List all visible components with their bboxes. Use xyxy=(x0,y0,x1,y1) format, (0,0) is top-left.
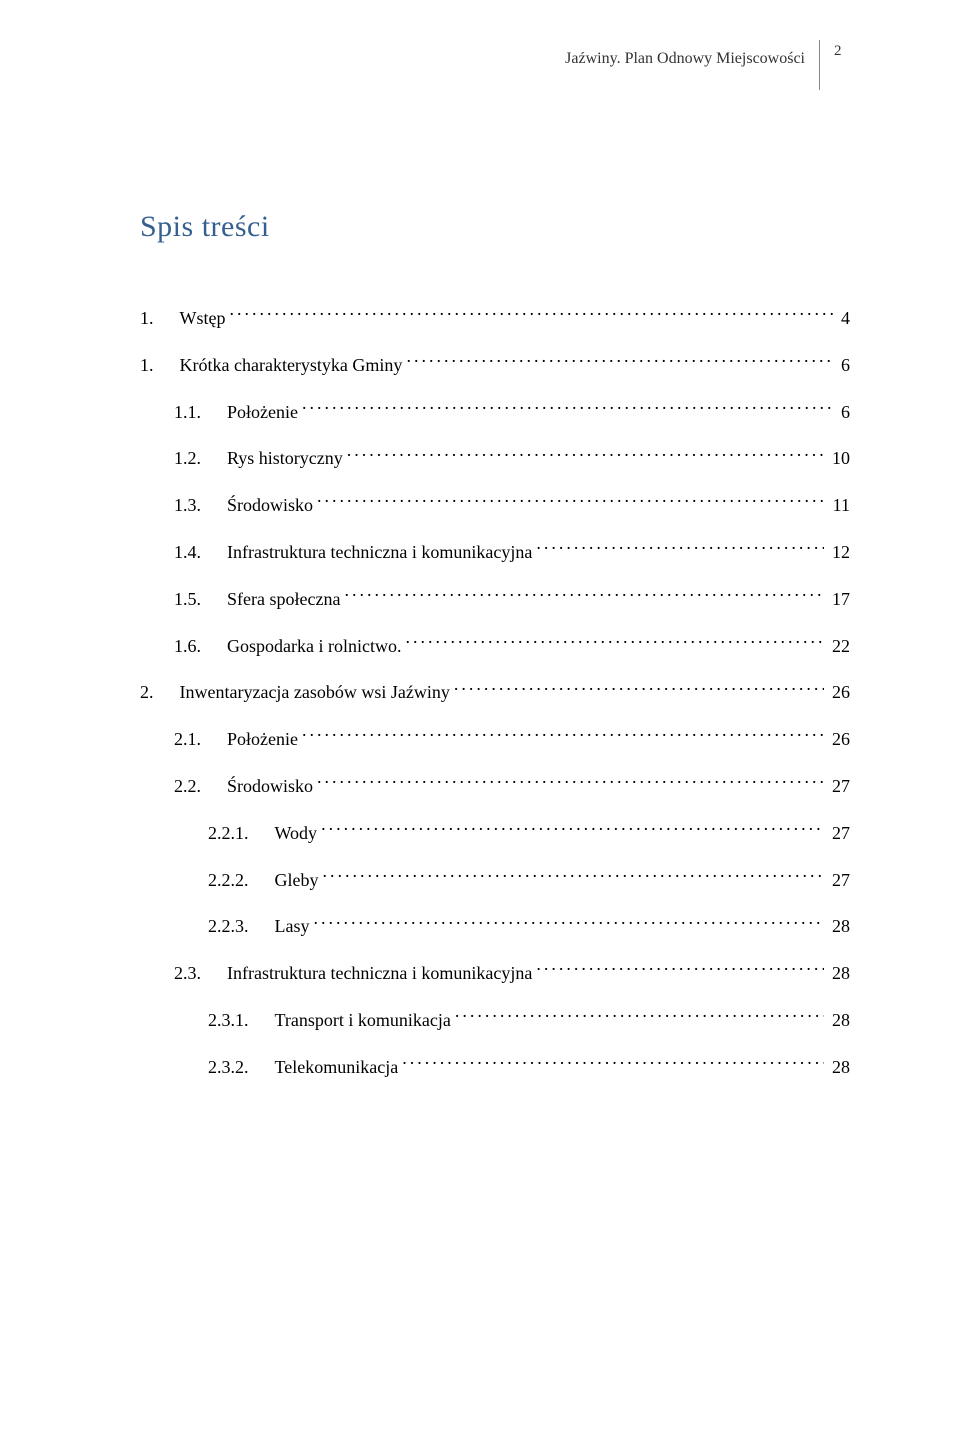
toc-entry-number: 1.6. xyxy=(174,632,201,661)
toc-entry: 1.2. Rys historyczny 10 xyxy=(140,444,850,473)
toc-dot-leader xyxy=(536,538,824,558)
toc-entry-page: 26 xyxy=(828,678,850,707)
toc-dot-leader xyxy=(323,866,825,886)
toc-entry-text: Wody xyxy=(275,819,318,848)
toc-entry-page: 11 xyxy=(829,491,850,520)
toc-entry-text: Położenie xyxy=(227,725,298,754)
toc-title: Spis treści xyxy=(140,210,850,244)
toc-dot-leader xyxy=(302,398,833,418)
toc-entry: 2.2.3. Lasy 28 xyxy=(140,912,850,941)
toc-entry: 2.2. Środowisko 27 xyxy=(140,772,850,801)
table-of-contents: 1.Wstęp41.Krótka charakterystyka Gminy61… xyxy=(140,304,850,1082)
toc-entry-text: Gleby xyxy=(275,866,319,895)
toc-entry-number: 1.3. xyxy=(174,491,201,520)
toc-dot-leader xyxy=(405,632,824,652)
toc-entry-number: 1. xyxy=(140,351,154,380)
toc-entry-page: 27 xyxy=(828,772,850,801)
toc-dot-leader xyxy=(536,959,824,979)
toc-entry: 1. Wstęp 4 xyxy=(140,304,850,333)
toc-dot-leader xyxy=(402,1053,824,1073)
toc-entry-number: 1.5. xyxy=(174,585,201,614)
header-divider xyxy=(819,40,820,90)
toc-entry-page: 22 xyxy=(828,632,850,661)
toc-entry-page: 28 xyxy=(828,912,850,941)
toc-entry: 1.6. Gospodarka i rolnictwo. 22 xyxy=(140,632,850,661)
toc-entry-text: Położenie xyxy=(227,398,298,427)
toc-entry-text: Transport i komunikacja xyxy=(275,1006,451,1035)
toc-entry: 2.2.2. Gleby 27 xyxy=(140,866,850,895)
toc-dot-leader xyxy=(229,304,833,324)
toc-entry: 2. Inwentaryzacja zasobów wsi Jaźwiny 26 xyxy=(140,678,850,707)
toc-dot-leader xyxy=(302,725,824,745)
toc-dot-leader xyxy=(454,679,824,699)
toc-entry-page: 10 xyxy=(828,444,850,473)
toc-entry-text: Infrastruktura techniczna i komunikacyjn… xyxy=(227,538,532,567)
toc-entry-number: 2.1. xyxy=(174,725,201,754)
toc-entry-number: 2. xyxy=(140,678,154,707)
toc-entry: 2.3. Infrastruktura techniczna i komunika… xyxy=(140,959,850,988)
running-title: Jaźwiny. Plan Odnowy Miejscowości xyxy=(565,40,819,90)
toc-entry: 1.4. Infrastruktura techniczna i komunika… xyxy=(140,538,850,567)
toc-entry: 1. Krótka charakterystyka Gminy 6 xyxy=(140,351,850,380)
toc-dot-leader xyxy=(406,351,833,371)
toc-entry-text: Środowisko xyxy=(227,491,313,520)
toc-entry-text: Inwentaryzacja zasobów wsi Jaźwiny xyxy=(180,678,450,707)
toc-entry-page: 27 xyxy=(828,819,850,848)
toc-entry-text: Wstęp xyxy=(180,304,226,333)
toc-entry-page: 4 xyxy=(837,304,850,333)
toc-entry-number: 1.1. xyxy=(174,398,201,427)
toc-dot-leader xyxy=(347,445,824,465)
toc-entry-text: Gospodarka i rolnictwo. xyxy=(227,632,401,661)
toc-entry-page: 28 xyxy=(828,1053,850,1082)
toc-entry-page: 6 xyxy=(837,351,850,380)
toc-dot-leader xyxy=(321,819,824,839)
toc-entry-text: Sfera społeczna xyxy=(227,585,340,614)
toc-entry: 2.2.1. Wody 27 xyxy=(140,819,850,848)
toc-entry-number: 1. xyxy=(140,304,154,333)
toc-dot-leader xyxy=(314,913,825,933)
toc-entry-number: 2.2.1. xyxy=(208,819,249,848)
toc-entry-number: 1.2. xyxy=(174,444,201,473)
toc-entry-text: Środowisko xyxy=(227,772,313,801)
toc-entry-text: Rys historyczny xyxy=(227,444,343,473)
toc-entry-number: 2.2.2. xyxy=(208,866,249,895)
toc-entry: 2.3.2. Telekomunikacja 28 xyxy=(140,1053,850,1082)
toc-dot-leader xyxy=(455,1006,824,1026)
toc-entry-number: 2.2.3. xyxy=(208,912,249,941)
toc-entry-number: 1.4. xyxy=(174,538,201,567)
toc-entry-page: 26 xyxy=(828,725,850,754)
page-header: Jaźwiny. Plan Odnowy Miejscowości 2 xyxy=(140,40,850,90)
toc-dot-leader xyxy=(317,772,824,792)
toc-dot-leader xyxy=(344,585,824,605)
document-page: Jaźwiny. Plan Odnowy Miejscowości 2 Spis… xyxy=(0,0,960,1445)
toc-entry-number: 2.3.1. xyxy=(208,1006,249,1035)
toc-entry-text: Lasy xyxy=(275,912,310,941)
toc-entry-number: 2.3. xyxy=(174,959,201,988)
toc-entry-text: Krótka charakterystyka Gminy xyxy=(180,351,403,380)
toc-entry-page: 6 xyxy=(837,398,850,427)
toc-entry-page: 28 xyxy=(828,959,850,988)
page-number: 2 xyxy=(834,40,850,90)
toc-entry-page: 28 xyxy=(828,1006,850,1035)
toc-entry: 2.3.1. Transport i komunikacja 28 xyxy=(140,1006,850,1035)
toc-entry-page: 17 xyxy=(828,585,850,614)
toc-entry-page: 12 xyxy=(828,538,850,567)
toc-entry-text: Infrastruktura techniczna i komunikacyjn… xyxy=(227,959,532,988)
toc-entry-number: 2.2. xyxy=(174,772,201,801)
toc-entry-page: 27 xyxy=(828,866,850,895)
toc-dot-leader xyxy=(317,491,825,511)
toc-entry: 1.1. Położenie 6 xyxy=(140,398,850,427)
toc-entry-text: Telekomunikacja xyxy=(275,1053,399,1082)
toc-entry: 2.1. Położenie 26 xyxy=(140,725,850,754)
toc-entry-number: 2.3.2. xyxy=(208,1053,249,1082)
toc-entry: 1.3. Środowisko 11 xyxy=(140,491,850,520)
toc-entry: 1.5. Sfera społeczna 17 xyxy=(140,585,850,614)
